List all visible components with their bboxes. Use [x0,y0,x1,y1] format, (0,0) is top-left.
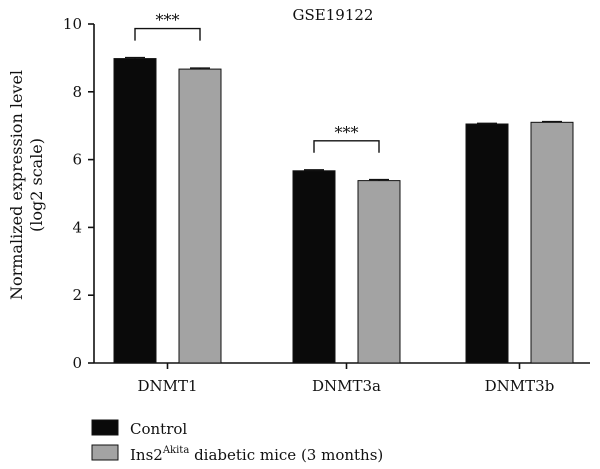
y-ticks: 0 2 4 6 8 10 [63,15,94,372]
significance-label: *** [335,123,359,142]
y-axis-label: Normalized expression level (log2 scale) [7,70,46,300]
significance-brackets: *** *** [134,11,380,153]
bar-dnmt1-s0 [113,58,157,364]
bars [113,56,574,364]
significance-bracket [134,27,201,41]
y-tick-label: 2 [72,286,82,304]
bar-dnmt3a-s1 [357,180,401,364]
bar-dnmt1-s1 [178,68,222,364]
bar-dnmt3b-s0 [465,123,509,364]
y-tick-label: 10 [63,15,82,33]
category-label-dnmt1: DNMT1 [137,377,197,395]
chart-title: GSE19122 [293,6,374,24]
y-tick-label: 4 [72,218,82,236]
bar-dnmt3a-s0 [292,170,336,364]
y-axis-label-line2: (log2 scale) [27,138,46,232]
y-tick-label: 0 [72,354,82,372]
bar-dnmt3b-s1 [530,121,574,364]
significance-bracket [313,140,380,153]
y-tick-label: 8 [72,83,82,101]
category-labels: DNMT1 DNMT3a DNMT3b [137,363,554,395]
legend-label-ins2akita: Ins2Akita diabetic mice (3 months) [130,445,383,464]
legend-label-control: Control [130,420,187,438]
y-axis-label-line1: Normalized expression level [7,70,26,300]
category-label-dnmt3b: DNMT3b [485,377,555,395]
y-tick-label: 6 [72,151,82,169]
legend-swatch-ins2akita [91,444,119,461]
legend-swatch-control [91,419,119,436]
significance-label: *** [156,11,180,30]
category-label-dnmt3a: DNMT3a [312,377,381,395]
legend: Control Ins2Akita diabetic mice (3 month… [91,419,383,464]
